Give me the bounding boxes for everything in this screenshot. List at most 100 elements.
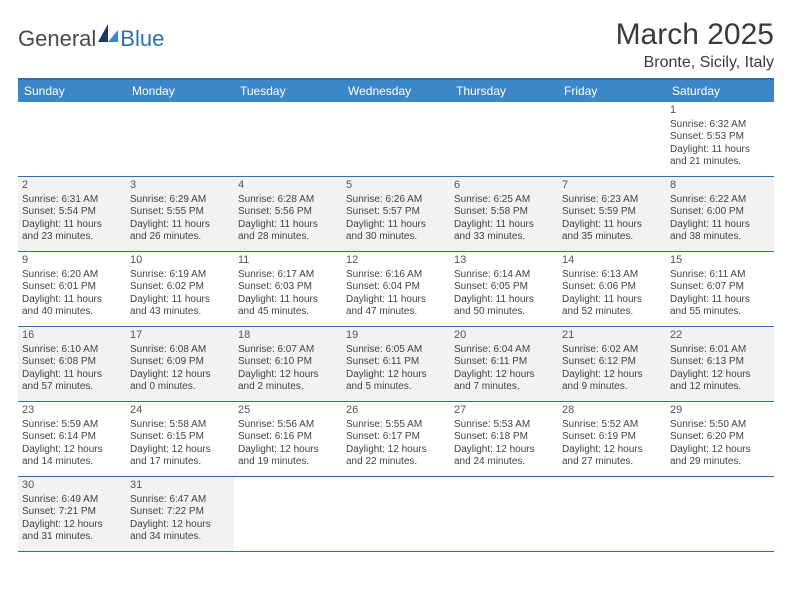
weekday-header-cell: Tuesday: [234, 80, 342, 102]
day-day2: and 29 minutes.: [670, 456, 770, 469]
day-sunrise: Sunrise: 5:53 AM: [454, 419, 554, 432]
logo: GeneralBlue: [18, 18, 164, 52]
day-sunrise: Sunrise: 5:56 AM: [238, 419, 338, 432]
calendar-week-row: 16Sunrise: 6:10 AMSunset: 6:08 PMDayligh…: [18, 327, 774, 402]
day-day1: Daylight: 11 hours: [22, 294, 122, 307]
day-day2: and 9 minutes.: [562, 381, 662, 394]
day-sunrise: Sunrise: 6:23 AM: [562, 194, 662, 207]
day-sunset: Sunset: 6:12 PM: [562, 356, 662, 369]
header: GeneralBlue March 2025 Bronte, Sicily, I…: [18, 18, 774, 72]
day-number: 1: [670, 104, 770, 118]
day-number: 3: [130, 179, 230, 193]
day-day1: Daylight: 11 hours: [562, 219, 662, 232]
weekday-header-cell: Monday: [126, 80, 234, 102]
day-sunrise: Sunrise: 6:29 AM: [130, 194, 230, 207]
day-day1: Daylight: 11 hours: [130, 294, 230, 307]
day-sunrise: Sunrise: 6:28 AM: [238, 194, 338, 207]
calendar-day-cell: 10Sunrise: 6:19 AMSunset: 6:02 PMDayligh…: [126, 252, 234, 326]
day-day1: Daylight: 12 hours: [562, 444, 662, 457]
day-day1: Daylight: 12 hours: [238, 444, 338, 457]
day-day1: Daylight: 12 hours: [130, 369, 230, 382]
day-number: 10: [130, 254, 230, 268]
day-number: 27: [454, 404, 554, 418]
weekday-header-cell: Saturday: [666, 80, 774, 102]
calendar-day-cell: 5Sunrise: 6:26 AMSunset: 5:57 PMDaylight…: [342, 177, 450, 251]
day-number: 30: [22, 479, 122, 493]
day-sunrise: Sunrise: 6:14 AM: [454, 269, 554, 282]
calendar-day-cell: 9Sunrise: 6:20 AMSunset: 6:01 PMDaylight…: [18, 252, 126, 326]
day-sunset: Sunset: 6:07 PM: [670, 281, 770, 294]
day-day2: and 22 minutes.: [346, 456, 446, 469]
day-day2: and 17 minutes.: [130, 456, 230, 469]
day-day1: Daylight: 11 hours: [562, 294, 662, 307]
day-day2: and 55 minutes.: [670, 306, 770, 319]
day-sunset: Sunset: 6:17 PM: [346, 431, 446, 444]
day-day2: and 24 minutes.: [454, 456, 554, 469]
day-sunset: Sunset: 6:08 PM: [22, 356, 122, 369]
day-number: 21: [562, 329, 662, 343]
day-day1: Daylight: 11 hours: [22, 219, 122, 232]
day-number: 20: [454, 329, 554, 343]
day-day2: and 50 minutes.: [454, 306, 554, 319]
day-number: 8: [670, 179, 770, 193]
weekday-header-row: SundayMondayTuesdayWednesdayThursdayFrid…: [18, 80, 774, 102]
day-day1: Daylight: 11 hours: [346, 294, 446, 307]
day-sunset: Sunset: 5:53 PM: [670, 131, 770, 144]
day-sunset: Sunset: 7:21 PM: [22, 506, 122, 519]
calendar-day-cell: [666, 477, 774, 551]
calendar-day-cell: [450, 477, 558, 551]
calendar-day-cell: 11Sunrise: 6:17 AMSunset: 6:03 PMDayligh…: [234, 252, 342, 326]
day-day1: Daylight: 12 hours: [346, 369, 446, 382]
page-subtitle: Bronte, Sicily, Italy: [616, 54, 774, 72]
calendar-day-cell: 18Sunrise: 6:07 AMSunset: 6:10 PMDayligh…: [234, 327, 342, 401]
day-sunrise: Sunrise: 6:08 AM: [130, 344, 230, 357]
day-day1: Daylight: 11 hours: [346, 219, 446, 232]
day-sunrise: Sunrise: 5:58 AM: [130, 419, 230, 432]
day-number: 17: [130, 329, 230, 343]
day-sunset: Sunset: 6:15 PM: [130, 431, 230, 444]
day-number: 18: [238, 329, 338, 343]
day-day2: and 26 minutes.: [130, 231, 230, 244]
day-number: 28: [562, 404, 662, 418]
calendar-day-cell: 20Sunrise: 6:04 AMSunset: 6:11 PMDayligh…: [450, 327, 558, 401]
calendar-day-cell: 17Sunrise: 6:08 AMSunset: 6:09 PMDayligh…: [126, 327, 234, 401]
day-day1: Daylight: 12 hours: [238, 369, 338, 382]
day-sunrise: Sunrise: 6:02 AM: [562, 344, 662, 357]
logo-sail-icon: [98, 22, 118, 48]
day-day1: Daylight: 12 hours: [670, 369, 770, 382]
calendar-day-cell: 6Sunrise: 6:25 AMSunset: 5:58 PMDaylight…: [450, 177, 558, 251]
calendar-day-cell: [558, 477, 666, 551]
calendar-day-cell: 24Sunrise: 5:58 AMSunset: 6:15 PMDayligh…: [126, 402, 234, 476]
day-day2: and 45 minutes.: [238, 306, 338, 319]
day-day2: and 19 minutes.: [238, 456, 338, 469]
weekday-header-cell: Friday: [558, 80, 666, 102]
day-sunrise: Sunrise: 6:11 AM: [670, 269, 770, 282]
day-number: 25: [238, 404, 338, 418]
calendar-week-row: 2Sunrise: 6:31 AMSunset: 5:54 PMDaylight…: [18, 177, 774, 252]
day-day1: Daylight: 12 hours: [130, 444, 230, 457]
day-sunset: Sunset: 6:20 PM: [670, 431, 770, 444]
day-day2: and 38 minutes.: [670, 231, 770, 244]
calendar-day-cell: 26Sunrise: 5:55 AMSunset: 6:17 PMDayligh…: [342, 402, 450, 476]
day-number: 31: [130, 479, 230, 493]
day-number: 29: [670, 404, 770, 418]
day-number: 19: [346, 329, 446, 343]
day-day2: and 57 minutes.: [22, 381, 122, 394]
day-sunset: Sunset: 5:55 PM: [130, 206, 230, 219]
day-number: 16: [22, 329, 122, 343]
day-number: 22: [670, 329, 770, 343]
day-sunset: Sunset: 6:01 PM: [22, 281, 122, 294]
day-sunset: Sunset: 6:04 PM: [346, 281, 446, 294]
day-sunrise: Sunrise: 6:19 AM: [130, 269, 230, 282]
day-sunrise: Sunrise: 6:13 AM: [562, 269, 662, 282]
day-day1: Daylight: 11 hours: [454, 219, 554, 232]
day-day2: and 23 minutes.: [22, 231, 122, 244]
day-number: 24: [130, 404, 230, 418]
calendar-day-cell: 28Sunrise: 5:52 AMSunset: 6:19 PMDayligh…: [558, 402, 666, 476]
day-day1: Daylight: 11 hours: [22, 369, 122, 382]
calendar-day-cell: 7Sunrise: 6:23 AMSunset: 5:59 PMDaylight…: [558, 177, 666, 251]
calendar-day-cell: 1Sunrise: 6:32 AMSunset: 5:53 PMDaylight…: [666, 102, 774, 176]
calendar-day-cell: [126, 102, 234, 176]
day-sunset: Sunset: 6:10 PM: [238, 356, 338, 369]
calendar-day-cell: [450, 102, 558, 176]
